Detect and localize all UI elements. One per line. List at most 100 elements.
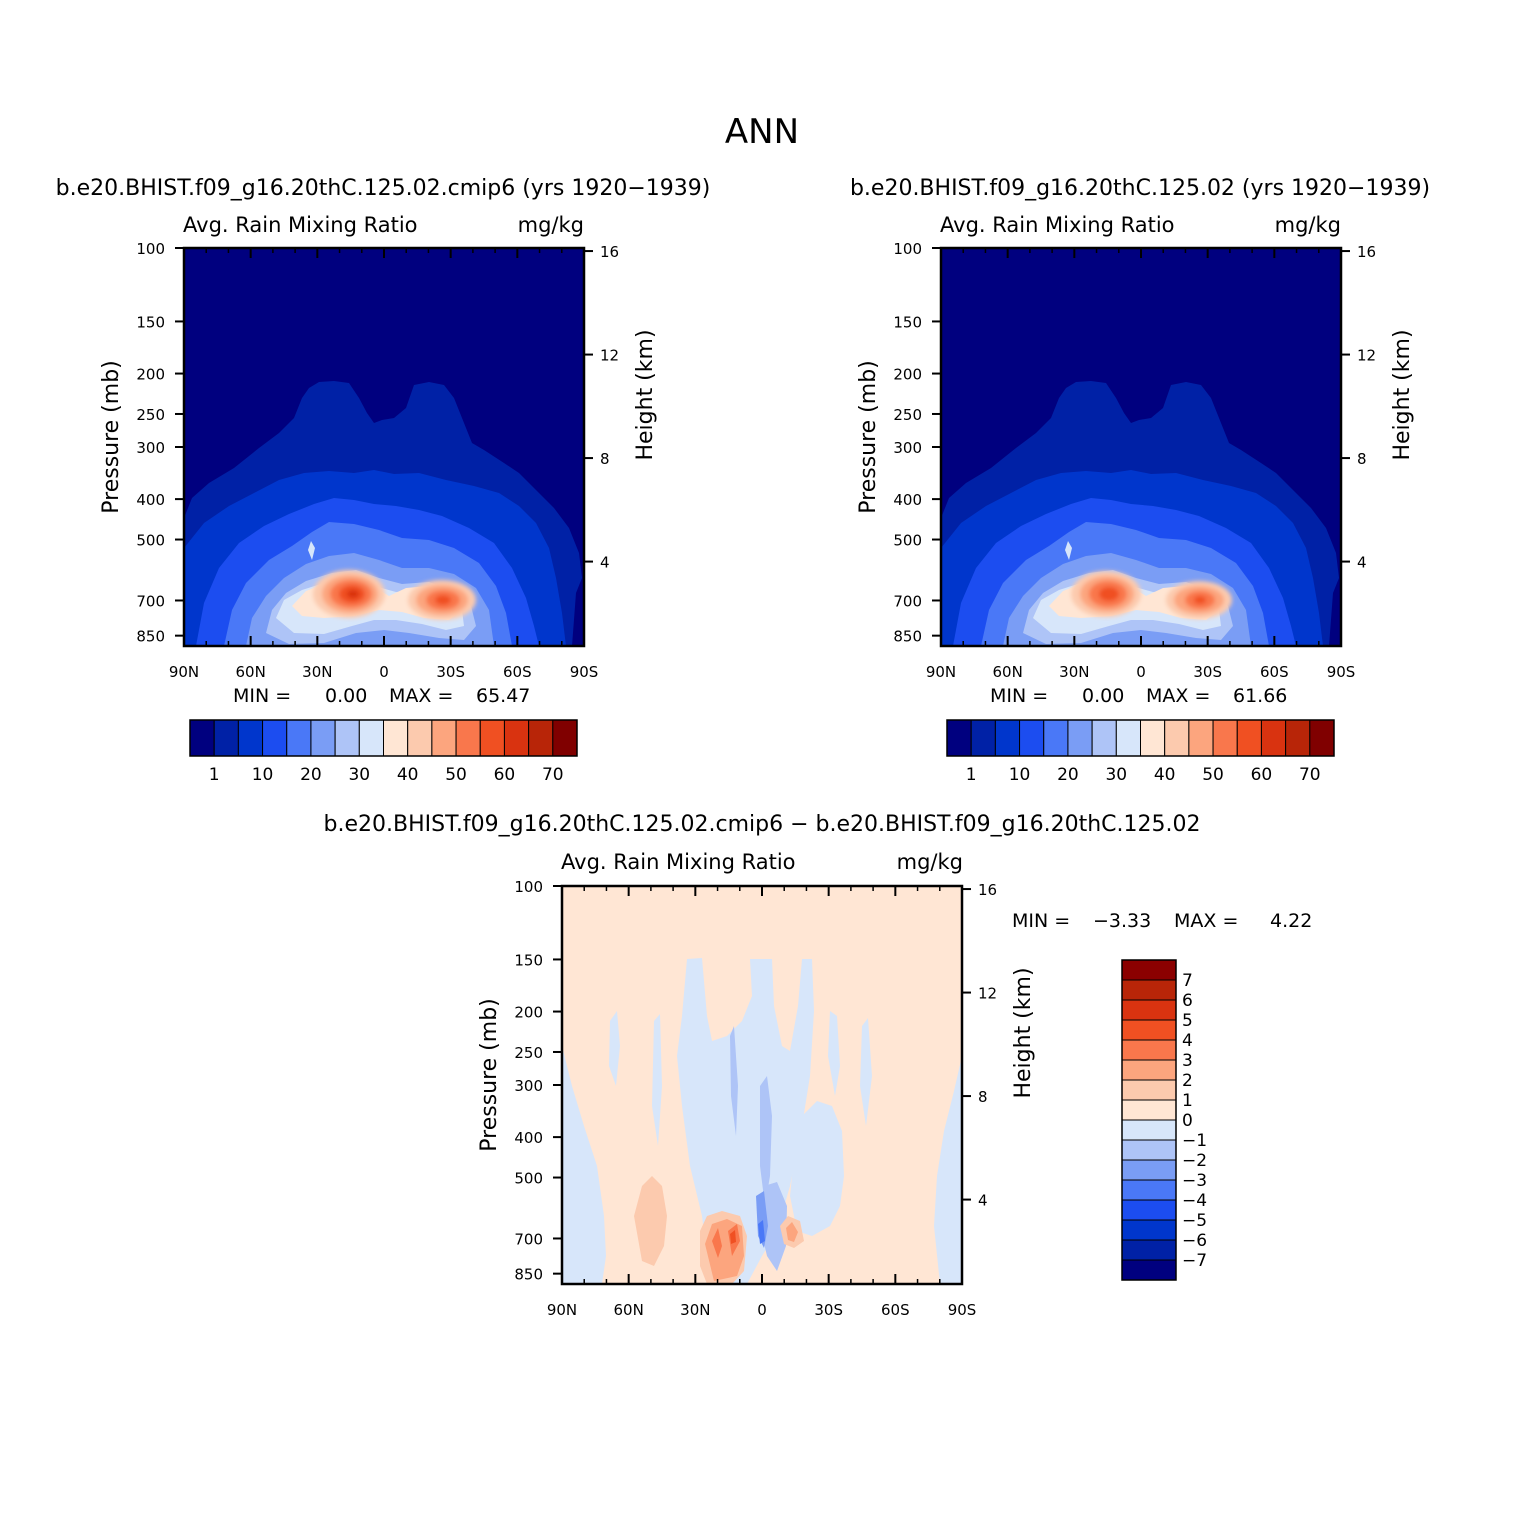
panel-2-colorbar-swatch bbox=[1164, 719, 1190, 757]
panel-2-colorbar-label: 60 bbox=[1251, 765, 1273, 785]
panel-3-colorbar-swatch bbox=[1121, 1159, 1177, 1181]
panel-3-y2tick-label: 8 bbox=[978, 1088, 988, 1106]
panel-2-xtick-label: 0 bbox=[1136, 663, 1146, 681]
panel-1-colorbar-label: 40 bbox=[397, 765, 419, 785]
panel-1-xtick-label: 60S bbox=[503, 663, 532, 681]
panel-3-neg-region-strip-4 bbox=[860, 1018, 872, 1126]
panel-2-colorbar-swatch bbox=[1019, 719, 1045, 757]
panel-3-right-label: mg/kg bbox=[897, 850, 963, 874]
panel-2-colorbar-label: 70 bbox=[1299, 765, 1321, 785]
panel-2-colorbar-swatch bbox=[1236, 719, 1262, 757]
panel-3-left-label: Avg. Rain Mixing Ratio bbox=[561, 850, 796, 874]
panel-3-ylabel: Pressure (mb) bbox=[477, 998, 502, 1152]
panel-2-y2label: Height (km) bbox=[1390, 329, 1415, 460]
panel-2-notch-30n bbox=[1065, 541, 1072, 560]
panel-3-ytick-label: 400 bbox=[514, 1129, 543, 1147]
figure-title: ANN bbox=[725, 112, 799, 152]
panel-3-colorbar-swatch bbox=[1121, 1199, 1177, 1221]
panel-1-colorbar-swatch bbox=[431, 719, 457, 757]
panel-2-xtick-label: 60S bbox=[1260, 663, 1289, 681]
panel-2-peak-sh-ring-4 bbox=[1194, 596, 1206, 604]
panel-1-y2tick-label: 12 bbox=[600, 347, 619, 365]
panel-1-colorbar-label: 50 bbox=[445, 765, 467, 785]
panel-3-colorbar-swatch bbox=[1121, 979, 1177, 1001]
panel-1-colorbar-swatch bbox=[237, 719, 264, 757]
panel-3-pos3-region-30n-a bbox=[712, 1228, 722, 1258]
panel-3-max-value: 4.22 bbox=[1270, 910, 1312, 932]
panel-1-max-value: 65.47 bbox=[476, 685, 530, 707]
panel-2-xtick-label: 30N bbox=[1059, 663, 1089, 681]
panel-3-colorbar-swatch bbox=[1121, 1259, 1177, 1281]
panel-1-colorbar-swatch bbox=[213, 719, 239, 757]
panel-3-pos-region-nh bbox=[634, 1176, 667, 1266]
panel-1-xtick-label: 60N bbox=[236, 663, 266, 681]
panel-2-colorbar-swatch bbox=[1091, 719, 1117, 757]
panel-2-title: b.e20.BHIST.f09_g16.20thC.125.02 (yrs 19… bbox=[850, 176, 1430, 201]
panel-1-colorbar-swatch bbox=[189, 719, 215, 757]
panel-2-colorbar-label: 50 bbox=[1202, 765, 1224, 785]
panel-3-neg-region-nh-edge bbox=[562, 1046, 606, 1284]
panel-2-colorbar-swatch bbox=[1260, 719, 1287, 757]
panel-3-colorbar-label: −5 bbox=[1182, 1211, 1207, 1231]
panel-3-title: b.e20.BHIST.f09_g16.20thC.125.02.cmip6 −… bbox=[324, 812, 1201, 837]
panel-2-colorbar-swatch bbox=[994, 719, 1021, 757]
panel-1-colorbar-label: 30 bbox=[348, 765, 370, 785]
panel-1-colorbar-label: 60 bbox=[494, 765, 516, 785]
panel-2-ytick-label: 300 bbox=[893, 439, 922, 457]
panel-1-max-label: MAX = bbox=[389, 685, 453, 707]
panel-2-ytick-label: 850 bbox=[893, 628, 922, 646]
panel-3-colorbar-swatch bbox=[1121, 1239, 1177, 1261]
panel-3-ytick-label: 300 bbox=[514, 1077, 543, 1095]
panel-1-colorbar-swatch bbox=[407, 719, 433, 757]
panel-3-y2tick-label: 4 bbox=[978, 1192, 988, 1210]
panel-3-max-label: MAX = bbox=[1174, 910, 1238, 932]
panel-2-colorbar-swatch bbox=[1212, 719, 1238, 757]
panel-2-y2tick-label: 8 bbox=[1357, 450, 1367, 468]
panel-1-colorbar-swatch bbox=[528, 719, 554, 757]
panel-3-colorbar-label: 7 bbox=[1182, 971, 1193, 991]
panel-3-neg-region-strip-3 bbox=[828, 1011, 840, 1096]
panel-2-xtick-label: 30S bbox=[1193, 663, 1222, 681]
panel-3-neg-region-strip-1 bbox=[609, 1011, 620, 1086]
panel-2: b.e20.BHIST.f09_g16.20thC.125.02 (yrs 19… bbox=[850, 176, 1430, 785]
panel-3-colorbar-swatch bbox=[1121, 1019, 1177, 1041]
panel-2-colorbar-label: 20 bbox=[1057, 765, 1079, 785]
panel-2-colorbar-swatch bbox=[970, 719, 996, 757]
panel-2-xtick-label: 90S bbox=[1327, 663, 1356, 681]
panel-3-y2tick-label: 12 bbox=[978, 985, 997, 1003]
panel-3-colorbar-swatch bbox=[1121, 1139, 1177, 1161]
panel-1-ytick-label: 200 bbox=[136, 366, 165, 384]
panel-1-min-value: 0.00 bbox=[325, 685, 367, 707]
panel-2-colorbar: 1 10 20 30 40 50 60 70 bbox=[946, 719, 1335, 785]
panel-2-max-value: 61.66 bbox=[1233, 685, 1287, 707]
panel-1-min-label: MIN = bbox=[233, 685, 291, 707]
panel-3-y2tick-label: 16 bbox=[978, 881, 997, 899]
panel-2-ytick-label: 100 bbox=[893, 240, 922, 258]
panel-3-xtick-label: 60S bbox=[881, 1301, 910, 1319]
panel-3-colorbar-swatch bbox=[1121, 999, 1177, 1021]
panel-3-neg-region-sh-edge bbox=[934, 1056, 962, 1284]
panel-2-colorbar-swatch bbox=[1188, 719, 1214, 757]
panel-1-colorbar-swatch bbox=[286, 719, 312, 757]
panel-3-colorbar-label: −7 bbox=[1182, 1251, 1207, 1271]
panel-1-colorbar-swatch bbox=[358, 719, 384, 757]
panel-1-xtick-label: 30N bbox=[302, 663, 332, 681]
panel-3-xtick-label: 90N bbox=[547, 1301, 577, 1319]
panel-1-xtick-label: 90N bbox=[169, 663, 199, 681]
panel-1-peak-nh-ring-5 bbox=[347, 590, 359, 598]
panel-2-colorbar-frame bbox=[946, 719, 1335, 757]
panel-3-min-value: −3.33 bbox=[1093, 910, 1151, 932]
panel-3-colorbar-label: 2 bbox=[1182, 1071, 1193, 1091]
panel-2-min-value: 0.00 bbox=[1082, 685, 1124, 707]
panel-1-peak-sh-ring-4 bbox=[435, 595, 451, 605]
panel-1-colorbar-swatch bbox=[262, 719, 288, 757]
panel-2-colorbar-swatch bbox=[1309, 719, 1335, 757]
panel-1-ytick-label: 850 bbox=[136, 628, 165, 646]
panel-1-colorbar-label: 10 bbox=[252, 765, 274, 785]
panel-3-ytick-label: 100 bbox=[514, 878, 543, 896]
panel-1-ytick-label: 150 bbox=[136, 313, 165, 331]
panel-3-xtick-label: 0 bbox=[757, 1301, 767, 1319]
panel-3-field bbox=[562, 886, 962, 1284]
panel-3-xtick-label: 30N bbox=[680, 1301, 710, 1319]
panel-1-ytick-label: 100 bbox=[136, 240, 165, 258]
